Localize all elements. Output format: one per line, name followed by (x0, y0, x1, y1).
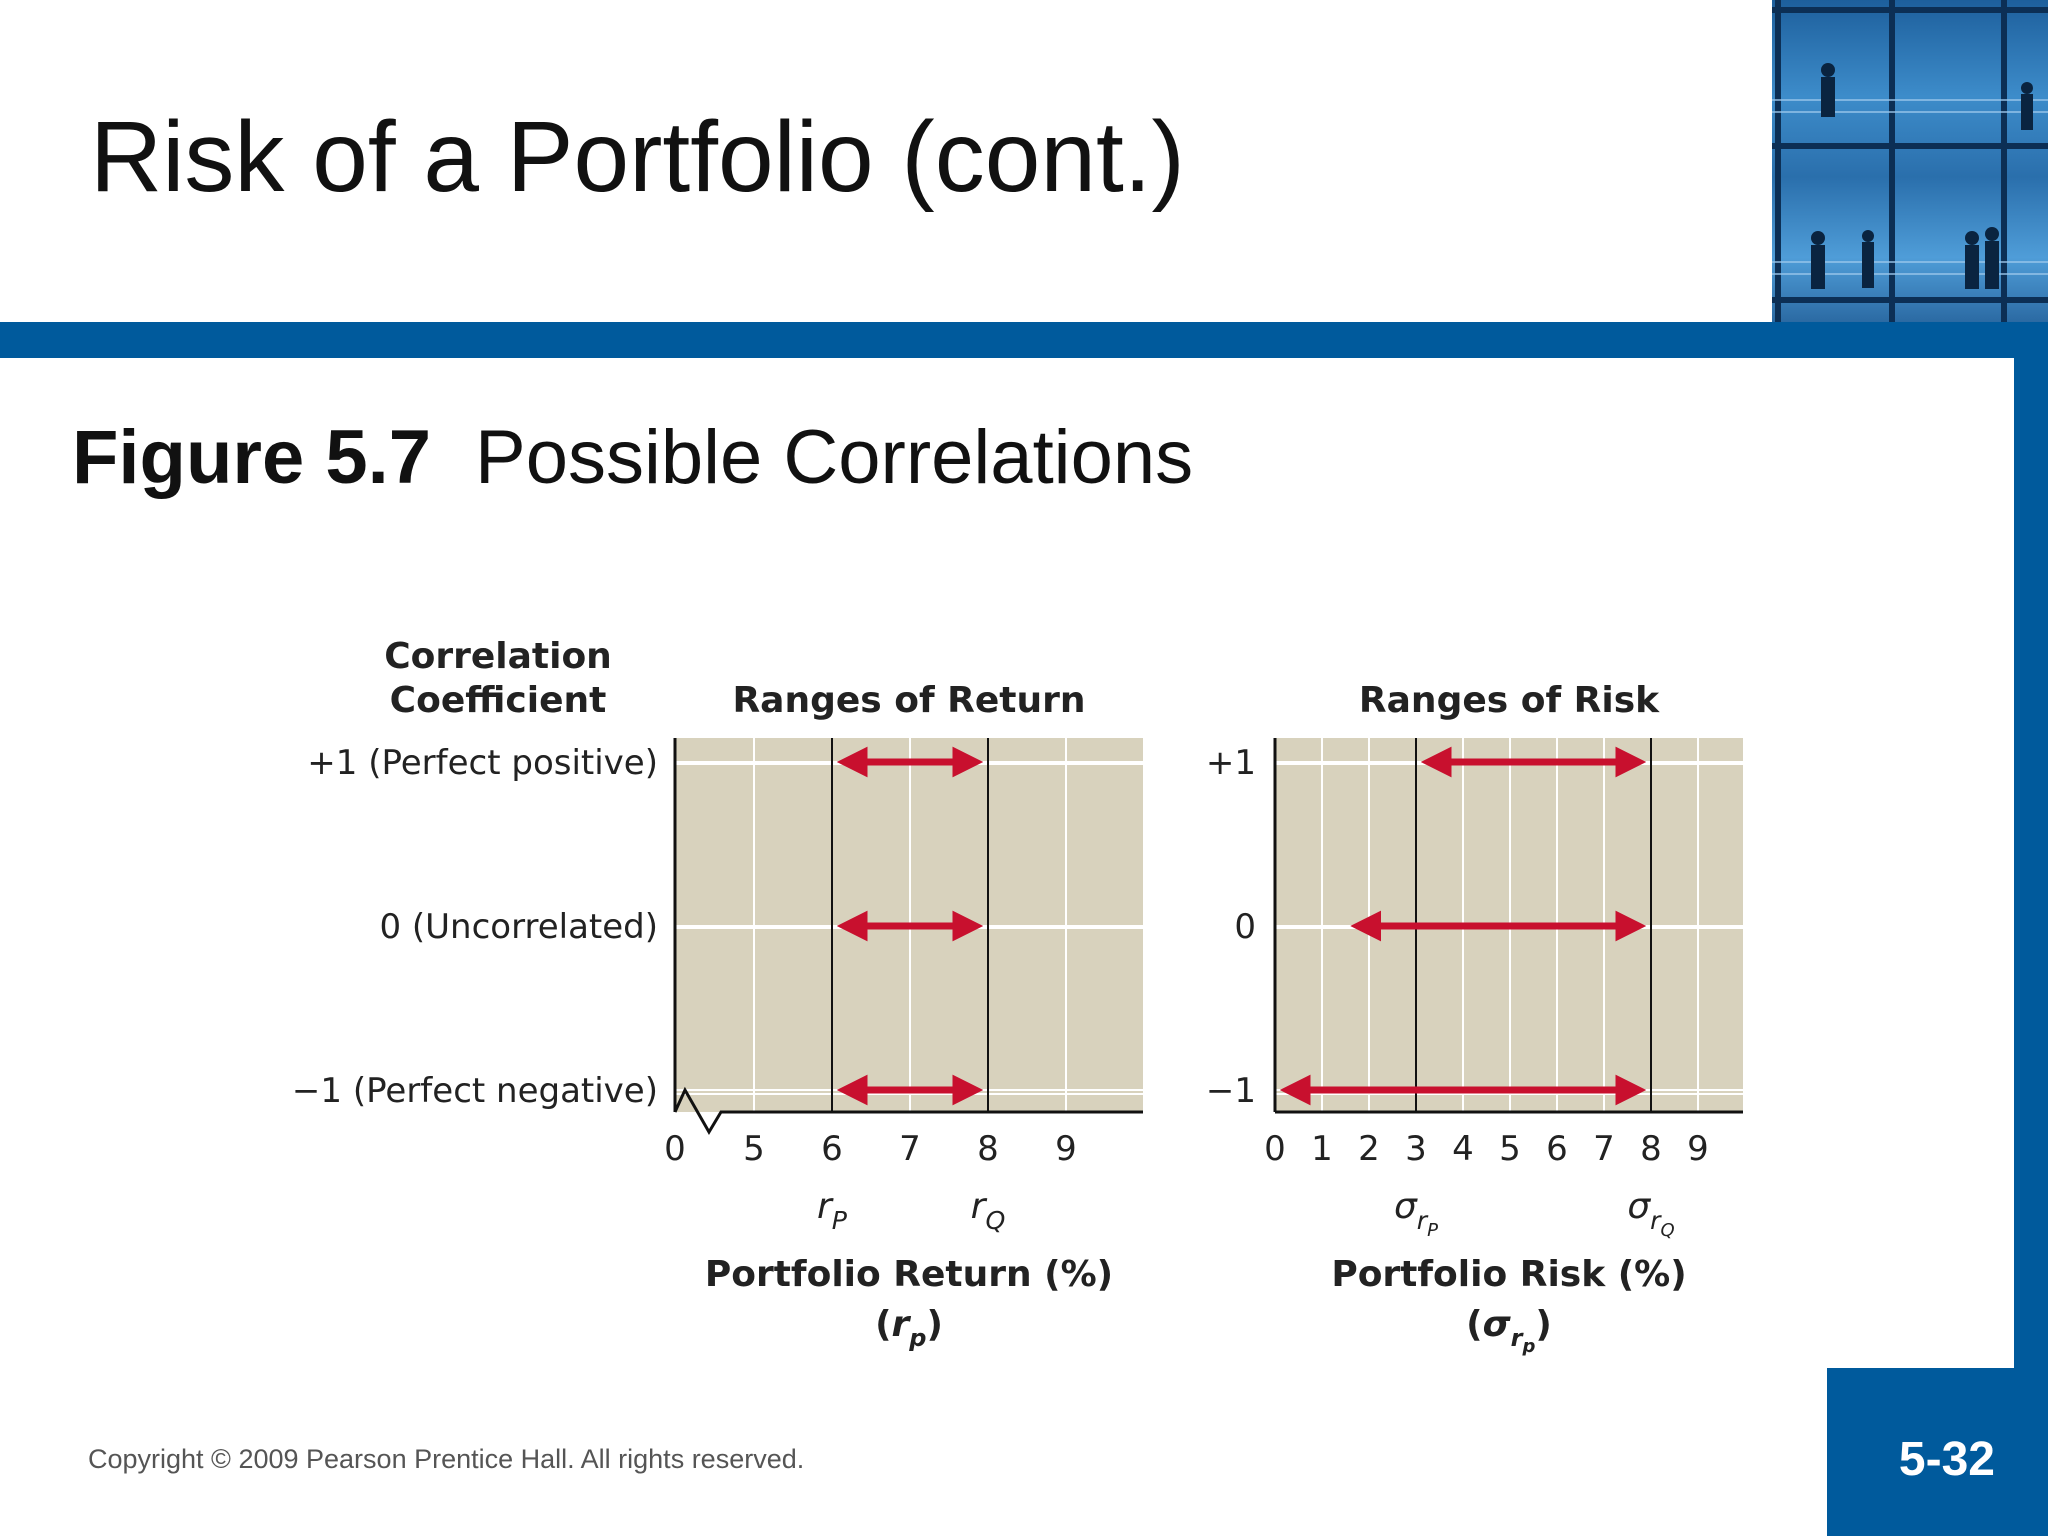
row-label: −1 (Perfect negative) (292, 1071, 658, 1111)
x-tick-label: 6 (821, 1129, 843, 1169)
row-label: +1 (Perfect positive) (307, 743, 658, 783)
row-header: Coefficient (390, 680, 607, 721)
return-panel: 0 5 6 7 8 9 rP rQ Ranges of Return Portfolio Retu… (292, 636, 1143, 1352)
x-axis-symbol: (rp) (875, 1304, 943, 1352)
panel-title: Ranges of Risk (1359, 680, 1660, 721)
x-tick-label: 3 (1405, 1129, 1427, 1169)
x-axis-label: Portfolio Risk (%) (1331, 1254, 1686, 1295)
x-tick-label: 5 (743, 1129, 765, 1169)
x-tick-label: 0 (1264, 1129, 1286, 1169)
row-label: +1 (1206, 743, 1256, 783)
header-photo (1772, 0, 2048, 322)
x-tick-label: 9 (1687, 1129, 1709, 1169)
x-tick-label: 7 (899, 1129, 921, 1169)
row-label: −1 (1206, 1071, 1256, 1111)
x-tick-label: 6 (1546, 1129, 1568, 1169)
reference-label: σrP (1394, 1186, 1438, 1241)
reference-label: rQ (971, 1186, 1006, 1235)
reference-label: rP (817, 1186, 848, 1235)
row-label: 0 (1234, 907, 1256, 947)
reference-label: σrQ (1627, 1186, 1674, 1241)
copyright-notice: Copyright © 2009 Pearson Prentice Hall. … (88, 1444, 805, 1474)
x-tick-label: 9 (1055, 1129, 1077, 1169)
side-band (2014, 358, 2048, 1368)
page-number-box (1827, 1368, 2048, 1536)
building-windows-image (1772, 0, 2048, 322)
x-tick-label: 7 (1593, 1129, 1615, 1169)
header-band (0, 322, 2048, 358)
row-label: 0 (Uncorrelated) (379, 907, 658, 947)
slide-title: Risk of a Portfolio (cont.) (90, 101, 1185, 213)
x-tick-label: 1 (1311, 1129, 1333, 1169)
x-tick-label: 2 (1358, 1129, 1380, 1169)
x-tick-label: 0 (664, 1129, 686, 1169)
figure-number: Figure 5.7 (72, 415, 431, 500)
page-number: 5-32 (1898, 1433, 1995, 1486)
row-header: Correlation (384, 636, 612, 677)
figure-caption: Possible Correlations (475, 415, 1194, 500)
panel-title: Ranges of Return (732, 680, 1085, 721)
x-tick-label: 8 (977, 1129, 999, 1169)
x-axis-symbol: (σrp) (1466, 1304, 1552, 1357)
x-tick-label: 5 (1499, 1129, 1521, 1169)
x-tick-label: 4 (1452, 1129, 1474, 1169)
x-tick-label: 8 (1640, 1129, 1662, 1169)
x-axis-label: Portfolio Return (%) (705, 1254, 1113, 1295)
x-axis-break (673, 1086, 1143, 1135)
figure-title: Figure 5.7 Possible Correlations (72, 414, 1193, 501)
